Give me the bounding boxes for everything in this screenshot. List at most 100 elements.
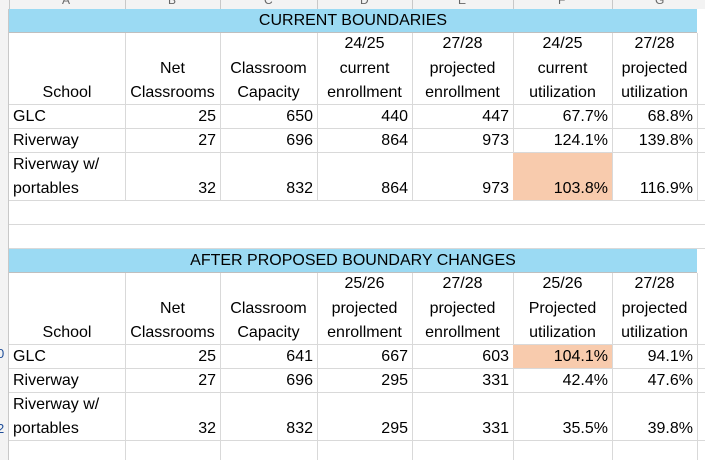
column-letter-e[interactable]: E: [458, 0, 467, 7]
column-letter-c[interactable]: C: [264, 0, 273, 7]
header-net-classrooms-line2[interactable]: Classrooms: [130, 324, 215, 341]
header-net-classrooms-line2[interactable]: Classrooms: [130, 84, 215, 101]
header-utilization-a-line2[interactable]: Projected: [528, 300, 597, 317]
utilization-current-value[interactable]: 124.1%: [553, 132, 608, 149]
header-projected-enrollment-line1[interactable]: 27/28: [442, 35, 483, 52]
school-name[interactable]: GLC: [13, 348, 46, 365]
capacity-value[interactable]: 696: [286, 132, 313, 149]
enrollment-projected-value[interactable]: 447: [482, 108, 509, 125]
column-separator: [412, 0, 413, 9]
highlighted-cell: [513, 153, 612, 200]
school-name-line1[interactable]: Riverway w/: [13, 156, 100, 173]
utilization-projected-value[interactable]: 116.9%: [639, 180, 693, 197]
net-classrooms-value[interactable]: 27: [198, 372, 216, 389]
enrollment-a-value[interactable]: 667: [381, 348, 408, 365]
enrollment-current-value[interactable]: 440: [381, 108, 408, 125]
school-name-line1[interactable]: Riverway w/: [13, 396, 100, 413]
school-name-line2[interactable]: portables: [13, 420, 79, 437]
column-separator: [9, 0, 10, 9]
school-name[interactable]: Riverway: [13, 372, 79, 389]
column-separator: [612, 0, 613, 9]
net-classrooms-value[interactable]: 25: [198, 348, 216, 365]
header-classroom-capacity-line2[interactable]: Capacity: [237, 324, 300, 341]
enrollment-b-value[interactable]: 331: [482, 420, 509, 437]
utilization-b-value[interactable]: 94.1%: [647, 348, 693, 365]
enrollment-projected-value[interactable]: 973: [482, 180, 509, 197]
column-separator: [513, 0, 514, 9]
header-enrollment-b-line3[interactable]: enrollment: [425, 324, 500, 341]
enrollment-current-value[interactable]: 864: [381, 180, 408, 197]
net-classrooms-value[interactable]: 25: [198, 108, 216, 125]
header-projected-utilization-line3[interactable]: utilization: [621, 84, 688, 101]
header-enrollment-a-line2[interactable]: projected: [331, 300, 398, 317]
row-number-fragment[interactable]: 0: [0, 346, 5, 361]
header-utilization-a-line1[interactable]: 25/26: [542, 275, 583, 292]
capacity-value[interactable]: 832: [286, 180, 313, 197]
enrollment-b-value[interactable]: 331: [482, 372, 509, 389]
section-title-proposed[interactable]: AFTER PROPOSED BOUNDARY CHANGES: [9, 249, 697, 273]
column-letter-g[interactable]: G: [655, 0, 665, 7]
utilization-a-value[interactable]: 104.1%: [553, 348, 608, 365]
school-name[interactable]: GLC: [13, 108, 46, 125]
capacity-value[interactable]: 641: [286, 348, 313, 365]
header-enrollment-a-line1[interactable]: 25/26: [344, 275, 385, 292]
header-enrollment-a-line3[interactable]: enrollment: [327, 324, 402, 341]
header-classroom-capacity-line2[interactable]: Capacity: [237, 84, 300, 101]
header-current-utilization-line1[interactable]: 24/25: [542, 35, 583, 52]
header-utilization-b-line1[interactable]: 27/28: [634, 275, 675, 292]
header-utilization-b-line3[interactable]: utilization: [621, 324, 688, 341]
header-school[interactable]: School: [42, 84, 92, 101]
utilization-current-value[interactable]: 103.8%: [553, 180, 608, 197]
header-net-classrooms-line1[interactable]: Net: [160, 60, 185, 77]
header-school[interactable]: School: [42, 324, 92, 341]
header-enrollment-b-line2[interactable]: projected: [429, 300, 496, 317]
header-projected-utilization-line1[interactable]: 27/28: [634, 35, 675, 52]
highlighted-cell: [513, 345, 612, 368]
capacity-value[interactable]: 650: [286, 108, 313, 125]
capacity-value[interactable]: 832: [286, 420, 313, 437]
utilization-a-value[interactable]: 42.4%: [562, 372, 608, 389]
column-separator: [220, 0, 221, 9]
column-header-strip: A B C D E F G: [0, 0, 705, 9]
school-name[interactable]: Riverway: [13, 132, 79, 149]
enrollment-b-value[interactable]: 603: [482, 348, 509, 365]
column-letter-a[interactable]: A: [62, 0, 71, 7]
header-current-enrollment-line2[interactable]: current: [339, 60, 390, 77]
row-number-fragment[interactable]: 2: [0, 421, 5, 436]
enrollment-current-value[interactable]: 864: [381, 132, 408, 149]
net-classrooms-value[interactable]: 32: [198, 420, 216, 437]
row-header-strip: 0 2: [0, 9, 9, 460]
header-current-utilization-line2[interactable]: current: [537, 60, 588, 77]
utilization-a-value[interactable]: 35.5%: [562, 420, 608, 437]
enrollment-projected-value[interactable]: 973: [482, 132, 509, 149]
header-net-classrooms-line1[interactable]: Net: [160, 300, 185, 317]
utilization-b-value[interactable]: 47.6%: [647, 372, 693, 389]
column-separator: [125, 0, 126, 9]
column-letter-f[interactable]: F: [558, 0, 566, 7]
utilization-projected-value[interactable]: 139.8%: [638, 132, 693, 149]
header-utilization-b-line2[interactable]: projected: [621, 300, 688, 317]
utilization-b-value[interactable]: 39.8%: [647, 420, 693, 437]
header-enrollment-b-line1[interactable]: 27/28: [442, 275, 483, 292]
capacity-value[interactable]: 696: [286, 372, 313, 389]
utilization-current-value[interactable]: 67.7%: [562, 108, 608, 125]
header-current-utilization-line3[interactable]: utilization: [529, 84, 596, 101]
header-classroom-capacity-line1[interactable]: Classroom: [230, 60, 307, 77]
header-current-enrollment-line1[interactable]: 24/25: [344, 35, 385, 52]
section-title-current[interactable]: CURRENT BOUNDARIES: [9, 9, 697, 33]
net-classrooms-value[interactable]: 27: [198, 132, 216, 149]
column-letter-d[interactable]: D: [360, 0, 369, 7]
header-projected-enrollment-line2[interactable]: projected: [429, 60, 496, 77]
utilization-projected-value[interactable]: 68.8%: [647, 108, 693, 125]
column-letter-b[interactable]: B: [168, 0, 177, 7]
enrollment-a-value[interactable]: 295: [381, 372, 408, 389]
header-utilization-a-line3[interactable]: utilization: [529, 324, 596, 341]
header-classroom-capacity-line1[interactable]: Classroom: [230, 300, 307, 317]
header-projected-enrollment-line3[interactable]: enrollment: [425, 84, 500, 101]
net-classrooms-value[interactable]: 32: [198, 180, 216, 197]
header-current-enrollment-line3[interactable]: enrollment: [327, 84, 402, 101]
header-projected-utilization-line2[interactable]: projected: [621, 60, 688, 77]
column-separator: [317, 0, 318, 9]
enrollment-a-value[interactable]: 295: [381, 420, 408, 437]
school-name-line2[interactable]: portables: [13, 180, 79, 197]
